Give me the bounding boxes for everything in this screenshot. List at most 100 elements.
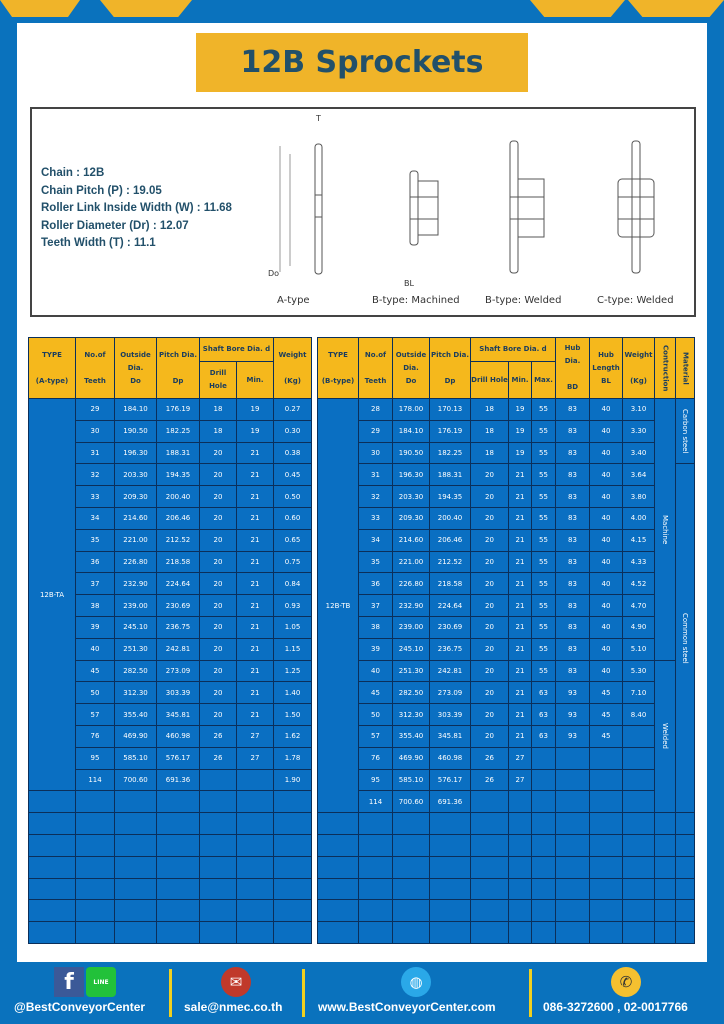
line-icon[interactable]: LINE bbox=[86, 967, 116, 997]
header-weight: Weight (Kg) bbox=[273, 337, 312, 399]
table-cell: 21 bbox=[508, 528, 532, 552]
type-cell: 12B-TA bbox=[28, 397, 76, 792]
a-type-drawing bbox=[279, 143, 323, 275]
table-cell: 45 bbox=[358, 681, 393, 705]
table-cell: 83 bbox=[555, 463, 591, 487]
table-cell: 40 bbox=[589, 463, 624, 487]
table-cell bbox=[589, 746, 624, 770]
table-row: 12B-TB 28 178.00 170.13 18 19 55 83 40 3.10 Machin… bbox=[317, 397, 696, 814]
table-cell bbox=[429, 833, 471, 857]
table-row bbox=[28, 855, 312, 879]
table-cell bbox=[675, 812, 696, 835]
table-cell bbox=[28, 921, 76, 944]
table-cell bbox=[358, 877, 393, 901]
website-link[interactable]: www.BestConveyorCenter.com bbox=[318, 1000, 496, 1014]
table-cell: 30 bbox=[75, 419, 115, 443]
decor-stripe bbox=[530, 0, 625, 17]
table-cell bbox=[317, 899, 359, 923]
table-cell: 21 bbox=[236, 594, 274, 617]
header-outside-dia: Outside Dia. Do bbox=[114, 337, 157, 399]
table-cell bbox=[236, 790, 274, 814]
table-cell: 40 bbox=[589, 441, 624, 465]
table-row bbox=[317, 877, 696, 901]
table-cell: 57 bbox=[358, 724, 393, 748]
spec-roller-width: Roller Link Inside Width (W) : 11.68 bbox=[41, 202, 232, 214]
table-cell: 19 bbox=[236, 419, 274, 443]
table-cell: 40 bbox=[589, 594, 624, 617]
table-cell bbox=[622, 790, 656, 814]
table-cell: 188.31 bbox=[156, 441, 200, 465]
phone-numbers[interactable]: 086-3272600 , 02-0017766 bbox=[543, 1000, 688, 1014]
table-row bbox=[317, 812, 696, 835]
table-cell: 21 bbox=[508, 681, 532, 705]
construction-cell: Machine bbox=[654, 398, 677, 661]
table-cell: 55 bbox=[530, 463, 557, 487]
table-row: 114 700.60 691.36 1.90 bbox=[29, 768, 312, 792]
table-cell: 55 bbox=[530, 594, 557, 617]
table-cell: 0.30 bbox=[273, 419, 312, 443]
table-cell: 20 bbox=[470, 594, 509, 617]
table-cell bbox=[392, 855, 430, 879]
table-cell: 34 bbox=[75, 506, 115, 530]
table-cell: 35 bbox=[358, 550, 393, 574]
table-cell bbox=[156, 877, 200, 901]
table-cell: 83 bbox=[555, 659, 591, 683]
table-cell: 3.10 bbox=[622, 398, 656, 421]
table-cell bbox=[470, 877, 509, 901]
table-cell: 63 bbox=[530, 724, 557, 748]
phone-icon: ✆ bbox=[611, 967, 641, 997]
c-welded-drawing bbox=[617, 140, 655, 274]
email-link[interactable]: sale@nmec.co.th bbox=[184, 1000, 283, 1014]
table-cell: 230.69 bbox=[156, 594, 200, 617]
table-cell: 45 bbox=[589, 703, 624, 726]
table-cell: 55 bbox=[530, 615, 557, 639]
table-cell bbox=[622, 877, 656, 901]
table-cell bbox=[508, 877, 532, 901]
table-row: 39 245.10 236.75 20 21 55 83 40 5.10 bbox=[318, 637, 695, 661]
table-cell bbox=[156, 833, 200, 857]
table-cell: 83 bbox=[555, 506, 591, 530]
table-cell bbox=[358, 921, 393, 944]
table-cell: 460.98 bbox=[156, 724, 200, 748]
table-cell: 21 bbox=[236, 485, 274, 508]
table-cell bbox=[622, 768, 656, 792]
table-row bbox=[28, 921, 312, 944]
table-cell bbox=[470, 855, 509, 879]
table-cell bbox=[317, 921, 359, 944]
table-cell: 303.39 bbox=[156, 681, 200, 705]
table-cell bbox=[114, 877, 157, 901]
table-cell: 700.60 bbox=[114, 768, 157, 792]
table-cell: 21 bbox=[508, 594, 532, 617]
table-cell: 37 bbox=[75, 572, 115, 596]
table-cell: 34 bbox=[358, 528, 393, 552]
table-cell bbox=[75, 855, 115, 879]
table-cell: 20 bbox=[199, 506, 237, 530]
table-cell bbox=[236, 899, 274, 923]
facebook-icon[interactable]: f bbox=[54, 967, 84, 997]
table-cell: 21 bbox=[236, 659, 274, 683]
table-cell bbox=[429, 899, 471, 923]
table-cell bbox=[555, 899, 591, 923]
social-handle[interactable]: @BestConveyorCenter bbox=[14, 1000, 146, 1014]
table-cell: 35 bbox=[75, 528, 115, 552]
table-cell: 83 bbox=[555, 637, 591, 661]
table-cell: 21 bbox=[236, 637, 274, 661]
b-type-table: TYPE (B-type) No.of Teeth Outside Dia. Do Pi… bbox=[317, 337, 696, 944]
table-row: 40 251.30 242.81 20 21 1.15 bbox=[29, 637, 312, 661]
header-pitch-dia: Pitch Dia. Dp bbox=[429, 337, 471, 399]
table-cell: 245.10 bbox=[392, 637, 430, 661]
decor-stripe bbox=[628, 0, 724, 17]
table-cell: 55 bbox=[530, 398, 557, 421]
table-cell: 19 bbox=[508, 398, 532, 421]
table-cell: 212.52 bbox=[156, 528, 200, 552]
table-cell: 33 bbox=[358, 506, 393, 530]
table-cell: 20 bbox=[470, 485, 509, 508]
table-cell: 576.17 bbox=[156, 746, 200, 770]
table-row: 33 209.30 200.40 20 21 0.50 bbox=[29, 485, 312, 508]
table-cell bbox=[75, 833, 115, 857]
table-cell: 214.60 bbox=[392, 528, 430, 552]
table-cell: 224.64 bbox=[156, 572, 200, 596]
table-cell bbox=[28, 790, 76, 814]
table-cell bbox=[236, 855, 274, 879]
table-cell bbox=[317, 877, 359, 901]
